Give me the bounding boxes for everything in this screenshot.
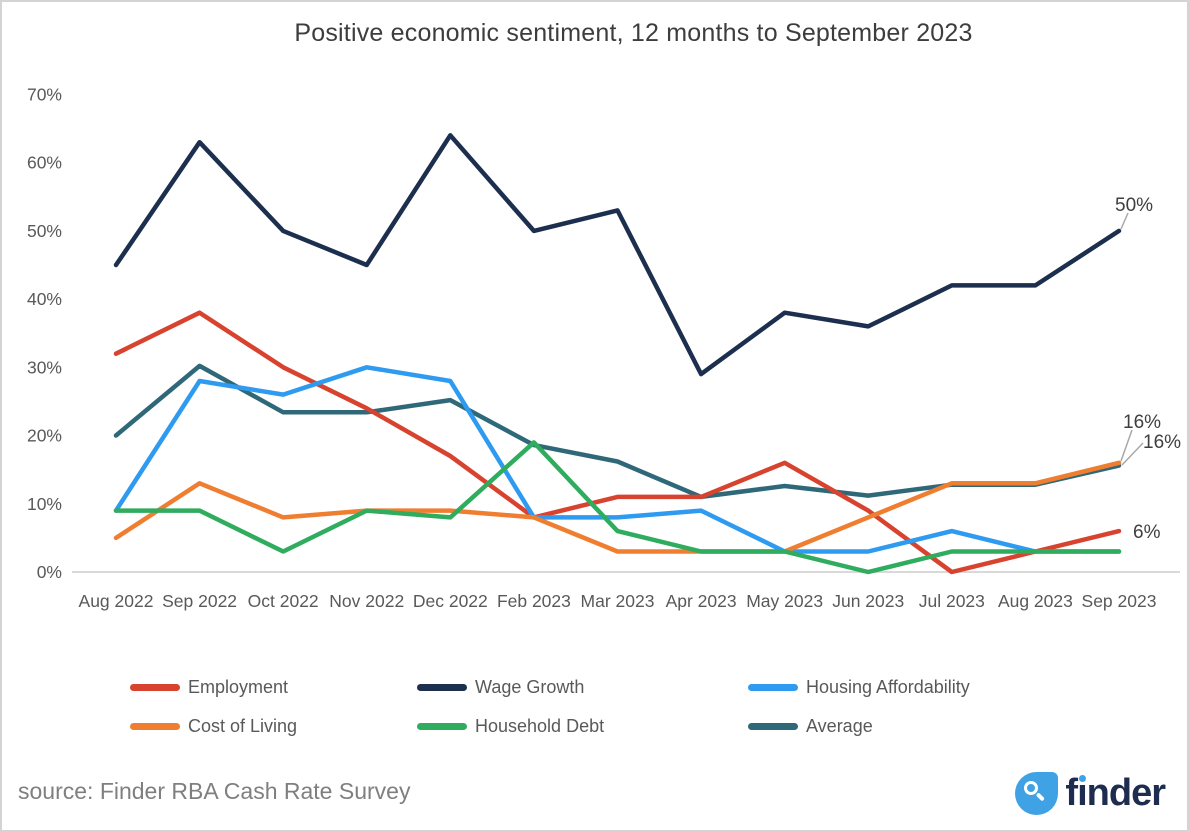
data-label-average: 16% [1143,432,1181,453]
legend-item-employment: Employment [130,677,417,698]
x-axis-tick-label: Sep 2022 [162,591,237,611]
legend-swatch-cost-of-living [130,723,180,730]
legend-label: Household Debt [475,716,605,736]
x-axis-tick-label: Apr 2023 [666,591,737,611]
y-axis-tick-label: 60% [27,153,62,173]
source-text: source: Finder RBA Cash Rate Survey [18,778,411,804]
x-axis-tick-label: Aug 2023 [998,591,1073,611]
annotation-leader-line [1121,442,1144,466]
finder-i-dot [1078,775,1086,782]
legend-swatch-wage-growth [417,684,467,691]
legend-label: Wage Growth [475,677,585,697]
chart-title: Positive economic sentiment, 12 months t… [294,19,973,47]
x-axis-tick-label: Mar 2023 [581,591,655,611]
series-line-employment [113,310,1122,575]
magnifier-lens-icon [1024,780,1039,795]
series-line-household-debt [113,440,1122,575]
x-axis-tick-label: Dec 2022 [413,591,488,611]
legend-item-household-debt: Household Debt [417,716,748,737]
y-axis-tick-label: 50% [27,221,62,241]
legend-swatch-employment [130,684,180,691]
legend-swatch-housing-affordability [748,684,798,691]
data-label-cost-of-living: 16% [1123,412,1161,433]
finder-logo: fı nder [1015,769,1166,817]
finder-wordmark: fı nder [1065,772,1166,814]
x-axis-tick-label: Nov 2022 [329,591,404,611]
legend-item-cost-of-living: Cost of Living [130,716,417,737]
y-axis-tick-label: 20% [27,426,62,446]
data-label-employment: 6% [1133,522,1161,543]
series-line-housing-affordability [113,365,1122,554]
series-line-cost-of-living [113,460,1122,554]
legend-label: Employment [188,677,289,697]
x-axis-tick-label: Jun 2023 [832,591,904,611]
x-axis-tick-label: May 2023 [746,591,823,611]
y-axis-tick-label: 70% [27,84,62,104]
legend-item-average: Average [748,716,1078,737]
y-axis-tick-label: 0% [37,562,62,582]
x-axis-tick-label: Oct 2022 [248,591,319,611]
y-axis-tick-label: 30% [27,357,62,377]
x-axis-tick-label: Sep 2023 [1082,591,1157,611]
x-axis-tick-label: Aug 2022 [79,591,154,611]
x-axis-tick-label: Feb 2023 [497,591,571,611]
magnifier-droplet-icon [1015,771,1059,815]
legend-item-housing-affordability: Housing Affordability [748,677,1078,698]
x-axis-tick-label: Jul 2023 [919,591,985,611]
y-axis-tick-label: 10% [27,494,62,514]
legend-swatch-household-debt [417,723,467,730]
legend-label: Average [806,716,873,736]
legend-label: Cost of Living [188,716,298,736]
series-line-average [113,363,1122,500]
y-axis-tick-label: 40% [27,289,62,309]
chart-legend: Employment Wage Growth Housing Affordabili… [130,672,1078,742]
series-line-wage-growth [113,133,1122,377]
legend-item-wage-growth: Wage Growth [417,677,748,698]
data-label-wage-growth: 50% [1115,195,1153,216]
magnifier-handle-icon [1036,791,1046,801]
legend-label: Housing Affordability [806,677,970,697]
annotation-leader-line [1120,212,1129,230]
legend-swatch-average [748,723,798,730]
annotation-leader-line [1120,429,1133,462]
